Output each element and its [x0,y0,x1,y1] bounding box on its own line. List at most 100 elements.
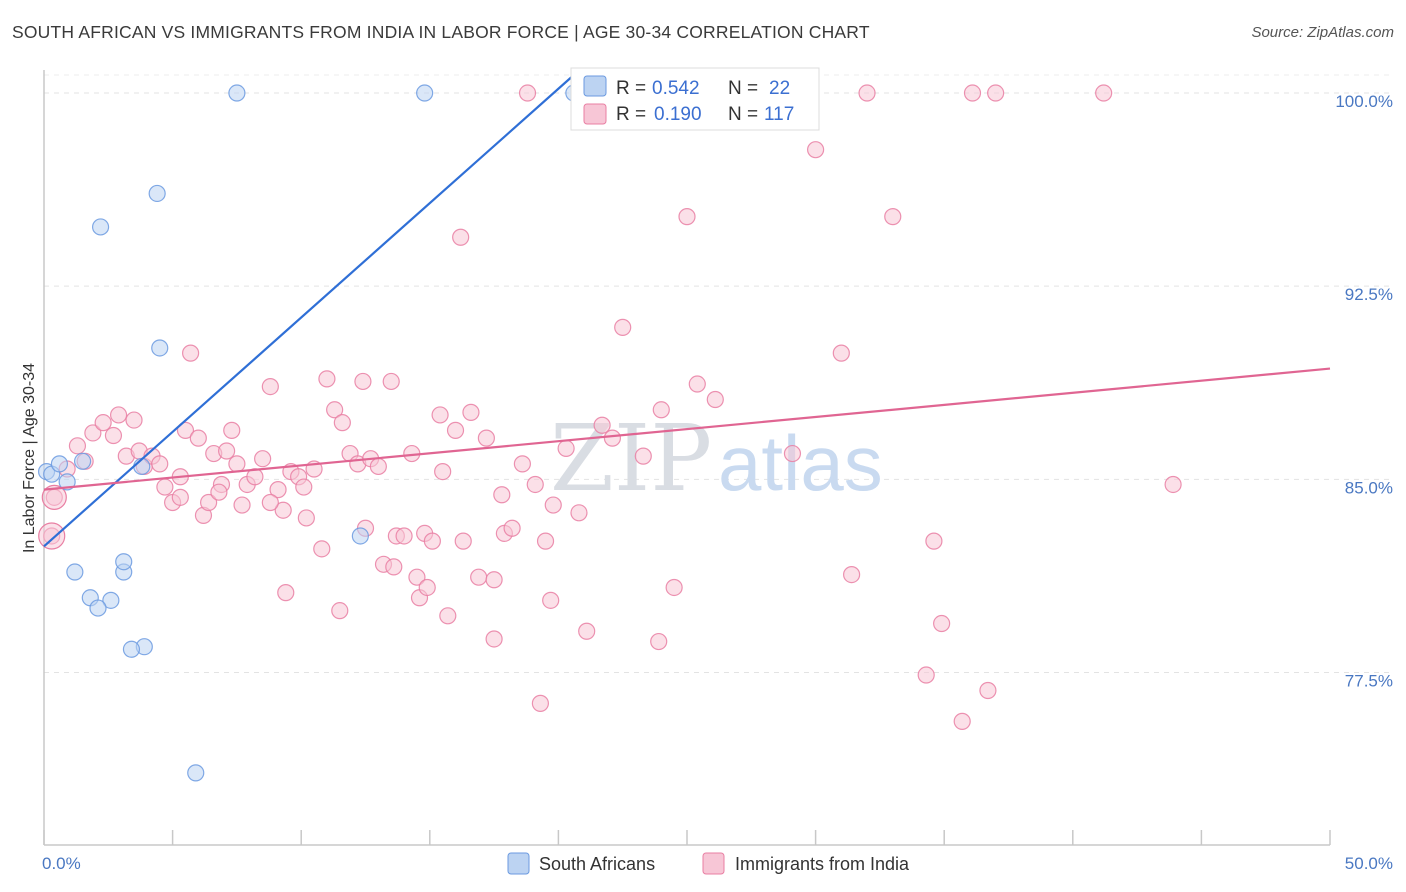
india-point [477,429,495,447]
india-point [634,447,652,465]
india-point [408,568,426,586]
india-point [210,483,228,501]
south-african-point [187,764,205,782]
legend-r-value-2: 0.190 [654,104,702,125]
watermark: ZIP atlas [550,405,883,512]
india-point [542,591,560,609]
chart-title: SOUTH AFRICAN VS IMMIGRANTS FROM INDIA I… [12,22,870,42]
india-point [979,681,997,700]
india-point [261,493,279,512]
india-point [326,401,344,419]
india-point [531,694,549,712]
india-point [313,540,331,558]
india-point [277,584,295,602]
india-point [1095,84,1113,102]
india-point [274,501,292,519]
india-point [297,509,315,527]
india-point [963,84,982,102]
india-point [678,208,696,226]
watermark-atlas: atlas [718,419,883,507]
india-point [434,462,452,481]
india-point [470,568,488,586]
y-tick-label: 100.0% [1335,92,1393,111]
bottom-legend-label-india: Immigrants from India [735,854,910,874]
trend-lines [43,74,1331,548]
india-point [652,401,670,419]
india-point [557,439,575,458]
india-point [228,455,246,473]
south-african-point [91,218,110,236]
south-african-point [115,553,133,571]
legend-n-label-2: N = [728,104,758,125]
india-point [439,607,457,625]
legend-r-label-2: R = [616,104,646,125]
india-point [452,228,470,246]
india-point [614,318,632,336]
south-african-point [66,563,84,581]
south-african-point [228,84,246,102]
india-point-large [38,522,66,550]
y-tick-labels: 77.5% 85.0% 92.5% 100.0% [1335,92,1393,690]
india-point [369,457,387,476]
india-point [318,370,336,388]
india-point [485,630,503,648]
india-point [917,666,935,684]
india-point [526,475,544,494]
india-point [395,527,413,545]
india-point [382,372,400,391]
india-point [295,478,313,496]
india-point [171,488,189,506]
bottom-legend-label-south-africans: South Africans [539,854,655,874]
india-point [176,421,195,439]
india-point [603,429,622,447]
india-point [925,532,943,550]
india-point [182,344,200,362]
india-point [650,632,668,651]
india-point [109,406,128,424]
india-point [233,496,251,514]
bottom-legend-swatch-india [702,852,725,875]
watermark-zip: ZIP [550,405,712,512]
india-point [200,493,218,512]
south-african-point [151,339,169,357]
india-point [385,558,403,576]
india-point [431,406,449,424]
legend-swatch-south-africans [583,75,607,97]
india-point [418,578,436,597]
y-tick-label: 85.0% [1345,478,1393,497]
india-point [223,421,241,439]
y-axis-label: In Labor Force | Age 30-34 [21,363,38,553]
trend-line-india [43,367,1331,491]
south-african-point [58,473,76,491]
bottom-legend-swatch-south-africans [507,852,530,875]
india-point [189,429,207,447]
gridlines [44,74,1392,673]
india-point [858,84,876,102]
india-point [218,442,236,460]
legend-swatch-india [583,103,607,125]
india-point [706,390,724,409]
south-african-point [89,599,107,617]
india-point [688,375,706,393]
india-point [68,437,87,455]
india-point [570,504,588,522]
india-point [269,481,287,499]
india-point [156,478,174,496]
india-point [84,424,102,442]
south-african-point [148,184,166,203]
india-point [446,421,465,439]
south-african-point [351,527,369,545]
india-point [884,208,902,226]
india-point [1164,475,1182,494]
x-ticks: 0.0% 50.0% [42,830,1393,873]
trend-line-south-africans [43,74,575,548]
series-india-points [38,84,1182,730]
india-point [806,141,825,159]
india-point [151,455,169,473]
india-point [544,496,562,514]
india-point [953,712,971,730]
india-point [485,571,503,589]
legend-n-value-2: 117 [764,104,794,125]
india-point [513,455,531,473]
